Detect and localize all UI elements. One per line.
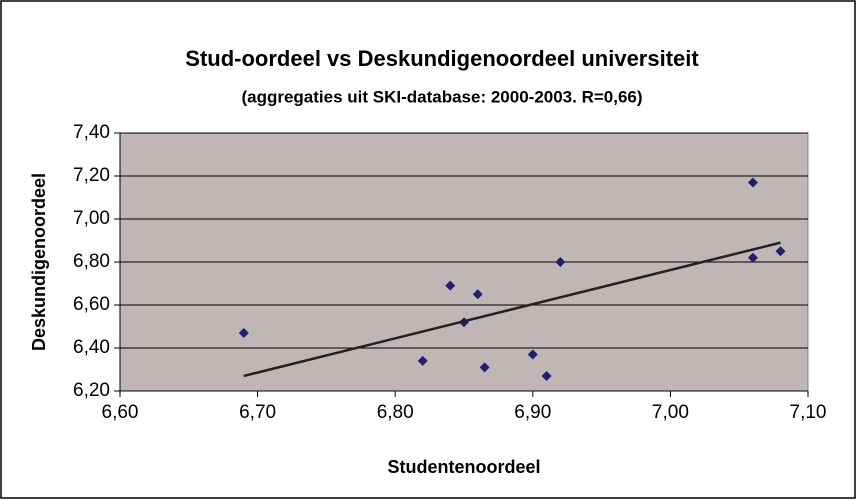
x-tick-label: 6,70 [239, 402, 276, 423]
point [747, 177, 758, 188]
point [417, 355, 428, 366]
y-tick-label: 7,40 [73, 122, 110, 143]
y-tick-label: 6,60 [73, 294, 110, 315]
point [527, 349, 538, 360]
x-tick-label: 6,90 [514, 402, 551, 423]
point [445, 280, 456, 291]
y-tick-label: 7,20 [73, 165, 110, 186]
point [747, 252, 758, 263]
point [479, 362, 490, 373]
x-axis-label: Studentenoordeel [387, 457, 540, 477]
y-tick-label: 6,80 [73, 251, 110, 272]
point [541, 370, 552, 381]
trendline [243, 241, 781, 378]
point [238, 327, 249, 338]
chart-subtitle: (aggregaties uit SKI-database: 2000-2003… [241, 87, 642, 106]
chart-title: Stud-oordeel vs Deskundigenoordeel unive… [185, 46, 699, 71]
y-tick-label: 7,00 [73, 208, 110, 229]
point [555, 257, 566, 267]
x-tick-label: 6,60 [102, 402, 139, 423]
point [472, 289, 483, 300]
y-axis-label: Deskundigenoordeel [29, 173, 49, 351]
y-tick-label: 6,40 [73, 337, 110, 358]
point [775, 246, 786, 257]
x-tick-label: 6,80 [377, 402, 414, 423]
x-tick-label: 7,00 [652, 402, 689, 423]
y-tick-label: 6,20 [73, 380, 110, 401]
x-tick-label: 7,10 [790, 402, 827, 423]
